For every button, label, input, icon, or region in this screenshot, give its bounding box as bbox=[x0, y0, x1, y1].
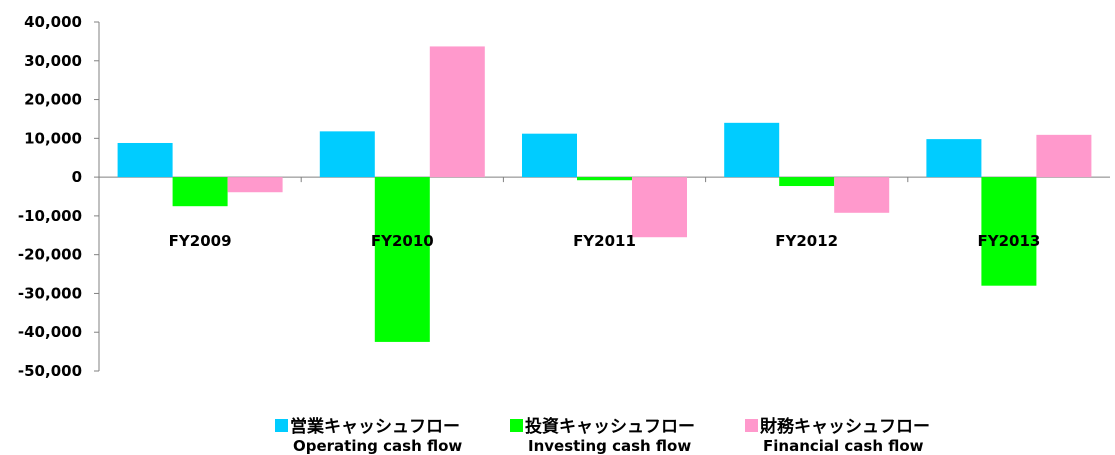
legend-label: 財務キャッシュフロー bbox=[759, 416, 930, 437]
chart-axes: 40,000 30,000 20,000 10,000 0 -10,000 -20,000 -… bbox=[18, 13, 1110, 380]
bar-fy2011-series-1 bbox=[577, 177, 632, 181]
legend-swatch bbox=[275, 419, 288, 432]
y-tick-label: 40,000 bbox=[24, 13, 82, 31]
legend-label-en: Operating cash flow bbox=[293, 437, 462, 455]
x-category-label: FY2010 bbox=[371, 232, 434, 250]
x-category-label: FY2013 bbox=[977, 232, 1040, 250]
legend-label-en: Financial cash flow bbox=[763, 437, 924, 455]
bar-fy2010-series-1 bbox=[374, 177, 430, 342]
y-tick-label: -50,000 bbox=[18, 362, 82, 380]
chart-labels: FY2009 FY2010 FY2011 FY2012 FY2013 bbox=[169, 232, 1041, 250]
y-tick-label: -40,000 bbox=[18, 323, 82, 341]
legend-swatch bbox=[745, 419, 758, 432]
bar-fy2013-series-2 bbox=[1036, 134, 1092, 178]
y-tick-label: -20,000 bbox=[18, 246, 82, 264]
y-tick-label: -10,000 bbox=[18, 207, 82, 225]
legend-label-en: Investing cash flow bbox=[528, 437, 691, 455]
bar-fy2011-series-0 bbox=[522, 133, 577, 178]
legend-label: 営業キャッシュフロー bbox=[290, 416, 460, 437]
y-tick-label: 0 bbox=[72, 168, 82, 186]
bar-fy2010-series-0 bbox=[319, 131, 375, 178]
bar-fy2009-series-0 bbox=[117, 142, 173, 178]
bar-fy2012-series-1 bbox=[779, 177, 835, 187]
y-tick-label: -30,000 bbox=[18, 284, 82, 302]
y-tick-label: 10,000 bbox=[24, 129, 82, 147]
bar-fy2010-series-2 bbox=[429, 46, 485, 178]
x-category-label: FY2009 bbox=[169, 232, 232, 250]
y-tick-label: 20,000 bbox=[24, 91, 82, 109]
y-tick-label: 30,000 bbox=[24, 52, 82, 70]
bar-fy2009-series-1 bbox=[172, 177, 228, 207]
bar-fy2009-series-2 bbox=[227, 177, 283, 193]
chart-bars bbox=[117, 46, 1092, 342]
x-category-label: FY2012 bbox=[775, 232, 838, 250]
bar-fy2011-series-2 bbox=[632, 177, 687, 238]
legend-label: 投資キャッシュフロー bbox=[525, 416, 695, 437]
bar-fy2013-series-0 bbox=[926, 139, 982, 178]
bar-fy2012-series-2 bbox=[834, 177, 890, 213]
bar-fy2012-series-0 bbox=[724, 122, 780, 178]
x-category-label: FY2011 bbox=[573, 232, 636, 250]
bar-fy2013-series-1 bbox=[981, 177, 1037, 286]
legend-swatch bbox=[510, 419, 523, 432]
